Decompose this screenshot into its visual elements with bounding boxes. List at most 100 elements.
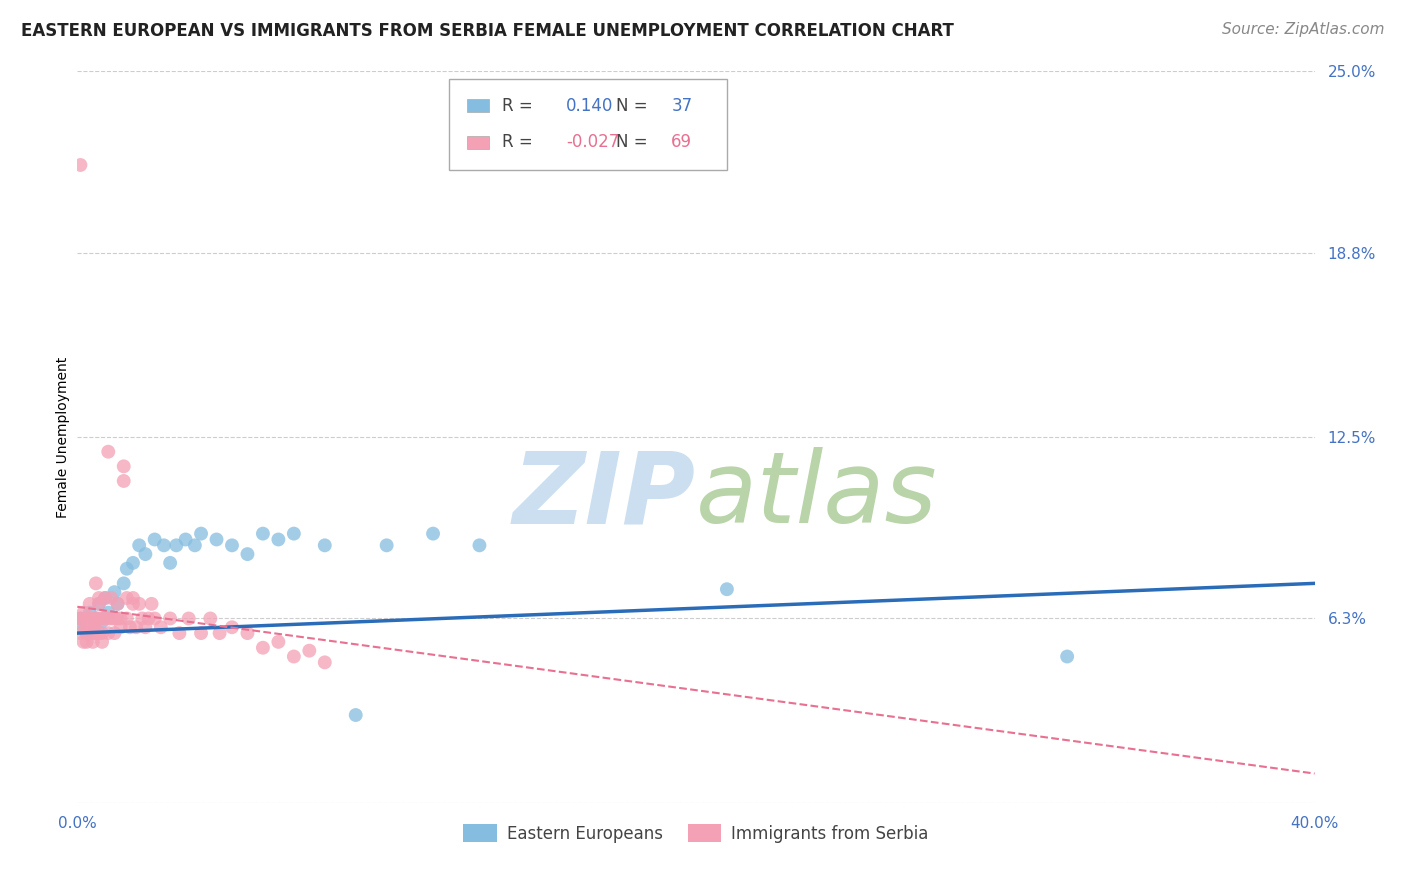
Point (107, 597, 129, 611)
Point (97, 611, 120, 625)
Point (184, 538, 207, 552)
Text: 69: 69 (671, 133, 692, 152)
Legend: Eastern Europeans, Immigrants from Serbia: Eastern Europeans, Immigrants from Serbi… (457, 818, 935, 849)
Point (107, 597, 129, 611)
Point (97, 444, 120, 458)
Text: N =: N = (616, 133, 652, 152)
Point (128, 538, 150, 552)
Point (76, 635, 98, 649)
Point (118, 620, 141, 634)
Text: atlas: atlas (696, 447, 938, 544)
Point (76, 620, 98, 634)
Point (82, 611, 104, 625)
Point (110, 620, 132, 634)
Point (165, 538, 187, 552)
Point (267, 635, 290, 649)
Point (84, 576, 107, 591)
Y-axis label: Female Unemployment: Female Unemployment (56, 357, 70, 517)
Point (79, 597, 101, 611)
Point (84, 615, 107, 629)
Point (115, 591, 138, 605)
Point (138, 611, 160, 625)
Point (122, 556, 145, 570)
Point (79, 611, 101, 625)
Point (221, 620, 243, 634)
Point (76, 626, 98, 640)
Point (131, 611, 153, 625)
Point (94, 591, 117, 605)
Point (87, 626, 110, 640)
Point (112, 576, 135, 591)
Point (1056, 649, 1078, 664)
Point (87, 597, 110, 611)
Point (174, 533, 197, 547)
Point (344, 708, 367, 723)
Point (190, 526, 212, 541)
Point (221, 538, 243, 552)
Point (267, 533, 290, 547)
Point (236, 547, 259, 561)
Point (283, 649, 305, 664)
Point (97, 626, 120, 640)
Point (103, 611, 125, 625)
Point (190, 626, 212, 640)
Point (298, 643, 321, 657)
FancyBboxPatch shape (449, 78, 727, 170)
Point (128, 597, 150, 611)
Point (91, 626, 114, 640)
Point (208, 626, 231, 640)
Point (169, 626, 191, 640)
Point (100, 591, 122, 605)
Point (141, 597, 163, 611)
Point (87, 611, 110, 625)
Point (94, 611, 117, 625)
Point (468, 538, 491, 552)
Point (69, 611, 91, 625)
FancyBboxPatch shape (467, 99, 489, 112)
Point (69, 626, 91, 640)
Point (107, 611, 129, 625)
Point (122, 597, 145, 611)
Point (91, 635, 114, 649)
Point (236, 626, 259, 640)
Point (72, 615, 94, 629)
Point (94, 591, 117, 605)
Point (97, 606, 120, 620)
Point (134, 547, 156, 561)
Point (252, 640, 274, 655)
FancyBboxPatch shape (467, 136, 489, 149)
Point (252, 526, 274, 541)
Point (91, 611, 114, 625)
Point (314, 538, 336, 552)
Text: 0.140: 0.140 (567, 96, 613, 115)
Point (72, 606, 94, 620)
Point (159, 556, 181, 570)
Text: Source: ZipAtlas.com: Source: ZipAtlas.com (1222, 22, 1385, 37)
Point (110, 611, 132, 625)
Point (87, 591, 110, 605)
Point (200, 611, 222, 625)
Point (153, 538, 176, 552)
Point (103, 626, 125, 640)
Point (149, 620, 172, 634)
Point (122, 591, 145, 605)
Point (716, 582, 738, 597)
Text: -0.027: -0.027 (567, 133, 619, 152)
Point (72, 635, 94, 649)
Point (82, 620, 104, 634)
Text: ZIP: ZIP (513, 447, 696, 544)
Point (143, 533, 166, 547)
Point (314, 656, 336, 670)
Point (76, 626, 98, 640)
Point (82, 626, 104, 640)
Point (115, 611, 138, 625)
Point (177, 611, 200, 625)
Point (283, 526, 305, 541)
Point (82, 620, 104, 634)
Point (69, 611, 91, 625)
Text: R =: R = (502, 133, 537, 152)
Point (84, 626, 107, 640)
Point (143, 611, 166, 625)
Point (79, 626, 101, 640)
Point (375, 538, 398, 552)
